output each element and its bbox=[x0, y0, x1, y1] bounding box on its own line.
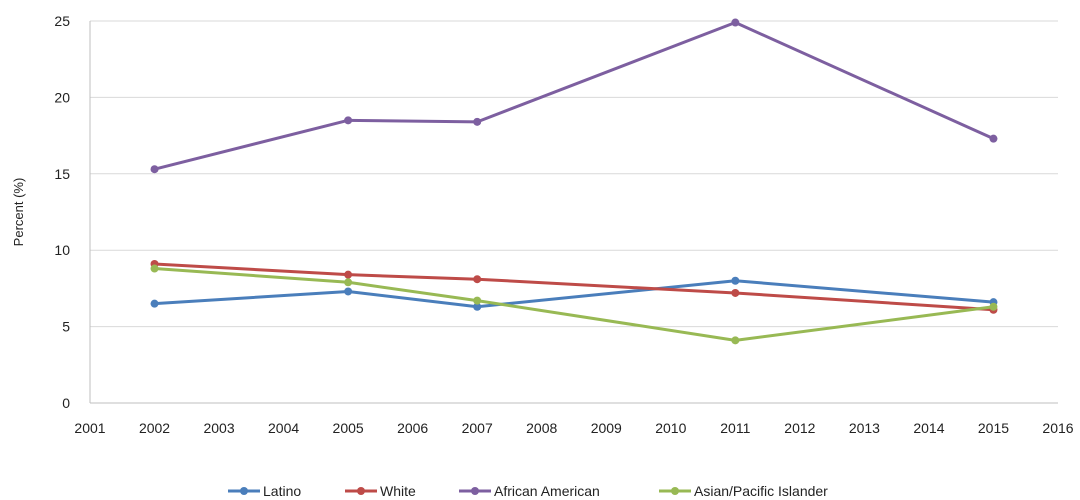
data-point-african-american bbox=[150, 165, 159, 174]
y-tick-label: 0 bbox=[62, 395, 70, 411]
data-point-african-american bbox=[989, 134, 998, 143]
data-point-latino bbox=[150, 299, 159, 308]
series-latino bbox=[150, 276, 998, 311]
data-point-asian-pacific-islander bbox=[344, 278, 353, 287]
x-tick-label: 2005 bbox=[333, 420, 364, 436]
y-tick-labels: 0 5 10 15 20 25 bbox=[54, 13, 70, 411]
legend-label: Latino bbox=[263, 483, 301, 499]
data-point-latino bbox=[344, 287, 353, 296]
legend: Latino White African American Asian/Pacific… bbox=[228, 483, 828, 499]
gridlines bbox=[90, 20, 1058, 328]
x-tick-labels: 2001 2002 2003 2004 2005 2006 2007 2008 2009 2010… bbox=[74, 420, 1073, 436]
legend-label: African American bbox=[494, 483, 600, 499]
data-point-asian-pacific-islander bbox=[150, 264, 159, 273]
data-point-white bbox=[731, 288, 740, 297]
data-point-latino bbox=[731, 276, 740, 285]
x-tick-label: 2015 bbox=[978, 420, 1009, 436]
x-tick-label: 2013 bbox=[849, 420, 880, 436]
series-line-white bbox=[153, 262, 995, 312]
y-tick-label: 10 bbox=[54, 242, 70, 258]
legend-swatch-marker bbox=[671, 487, 679, 495]
axes bbox=[89, 21, 1058, 404]
data-point-white bbox=[473, 275, 482, 284]
x-tick-label: 2009 bbox=[591, 420, 622, 436]
legend-item-african-american: African American bbox=[459, 483, 600, 499]
series-line-asian-pacific-islander bbox=[153, 267, 995, 342]
x-tick-label: 2007 bbox=[462, 420, 493, 436]
y-tick-label: 20 bbox=[54, 89, 70, 105]
x-tick-label: 2004 bbox=[268, 420, 299, 436]
x-tick-label: 2012 bbox=[784, 420, 815, 436]
x-tick-label: 2014 bbox=[913, 420, 944, 436]
x-tick-label: 2010 bbox=[655, 420, 686, 436]
data-point-latino bbox=[473, 302, 482, 311]
y-axis-title: Percent (%) bbox=[11, 178, 26, 247]
y-tick-label: 5 bbox=[62, 319, 70, 335]
series-african-american bbox=[150, 18, 998, 174]
series-asian-pacific-islander bbox=[150, 264, 998, 345]
y-tick-label: 15 bbox=[54, 166, 70, 182]
data-point-asian-pacific-islander bbox=[989, 302, 998, 311]
series-line-african-american bbox=[153, 21, 995, 171]
legend-item-latino: Latino bbox=[228, 483, 301, 499]
series-white bbox=[150, 259, 998, 314]
x-tick-label: 2002 bbox=[139, 420, 170, 436]
data-point-african-american bbox=[473, 117, 482, 126]
x-tick-label: 2016 bbox=[1042, 420, 1073, 436]
legend-label: White bbox=[380, 483, 416, 499]
x-tick-label: 2008 bbox=[526, 420, 557, 436]
data-point-african-american bbox=[731, 18, 740, 27]
legend-item-asian-pacific-islander: Asian/Pacific Islander bbox=[659, 483, 828, 499]
legend-swatch-marker bbox=[471, 487, 479, 495]
x-tick-label: 2006 bbox=[397, 420, 428, 436]
series-lines bbox=[150, 18, 998, 345]
data-point-african-american bbox=[344, 116, 353, 125]
data-point-white bbox=[344, 270, 353, 279]
y-tick-label: 25 bbox=[54, 13, 70, 29]
legend-label: Asian/Pacific Islander bbox=[694, 483, 828, 499]
data-point-asian-pacific-islander bbox=[731, 336, 740, 345]
x-tick-label: 2001 bbox=[74, 420, 105, 436]
x-tick-label: 2011 bbox=[720, 420, 750, 436]
legend-item-white: White bbox=[345, 483, 416, 499]
data-point-asian-pacific-islander bbox=[473, 296, 482, 305]
x-tick-label: 2003 bbox=[203, 420, 234, 436]
legend-swatch-marker bbox=[357, 487, 365, 495]
legend-swatch-marker bbox=[240, 487, 248, 495]
